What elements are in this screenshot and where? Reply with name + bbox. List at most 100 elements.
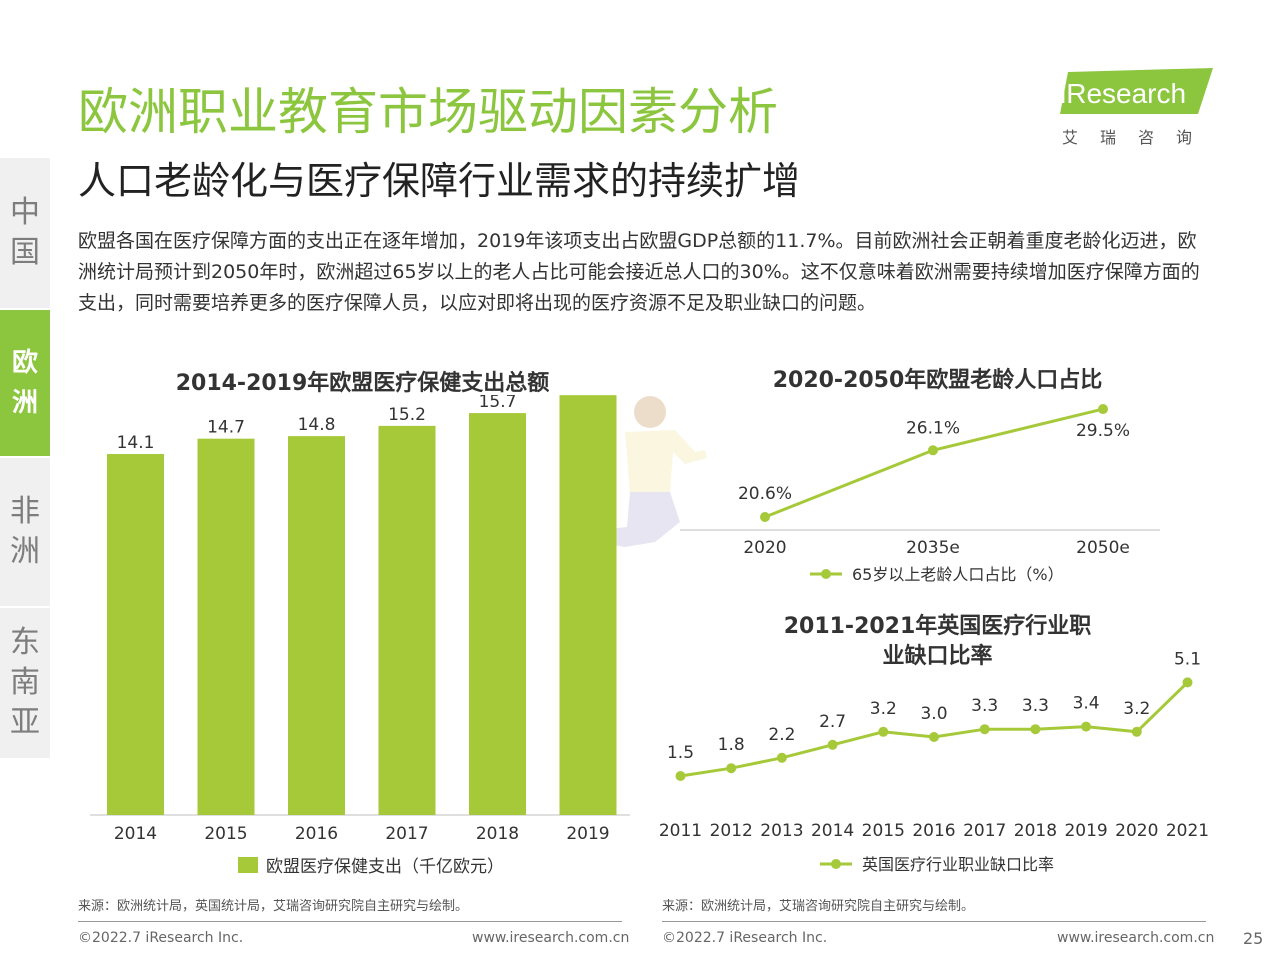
bar-legend-label: 欧盟医疗保健支出（千亿欧元） — [266, 857, 504, 877]
uk-value-label: 1.5 — [667, 743, 694, 763]
aging-chart-legend: 65岁以上老龄人口占比（%） — [810, 565, 1064, 584]
bar-category-label: 2014 — [114, 824, 157, 844]
bar-value-label: 14.7 — [207, 418, 245, 438]
aging-point — [760, 512, 770, 522]
bar-value-label: 15.2 — [388, 405, 426, 425]
bar-category-label: 2017 — [385, 824, 428, 844]
uk-legend-label: 英国医疗行业职业缺口比率 — [862, 855, 1054, 874]
nav-item-africa[interactable]: 非洲 — [0, 458, 50, 608]
uk-value-label: 3.3 — [1022, 696, 1049, 716]
aging-value-label: 20.6% — [738, 484, 792, 504]
bar-value-label: 15.7 — [479, 395, 517, 412]
source-note-right: 来源：欧洲统计局，艾瑞咨询研究院自主研究与绘制。 — [662, 899, 975, 914]
bar — [288, 436, 345, 815]
website-right[interactable]: www.iresearch.com.cn — [1057, 930, 1215, 946]
uk-value-label: 3.2 — [1123, 699, 1150, 719]
uk-point — [675, 771, 686, 781]
bar-category-label: 2019 — [566, 824, 609, 844]
uk-point — [726, 763, 737, 774]
uk-category-label: 2018 — [1014, 821, 1057, 841]
uk-value-label: 2.2 — [768, 725, 795, 745]
page-subtitle: 人口老龄化与医疗保障行业需求的持续扩增 — [78, 159, 801, 203]
nav-item-label: 中国 — [10, 195, 40, 270]
uk-gap-title-line-1: 2011-2021年英国医疗行业职 — [783, 614, 1092, 639]
bar-value-label: 14.1 — [117, 433, 155, 453]
uk-point — [1030, 724, 1041, 735]
aging-category-label: 2050e — [1076, 538, 1130, 558]
uk-gap-title-line-2: 业缺口比率 — [882, 644, 993, 669]
aging-category-label: 2020 — [743, 538, 786, 558]
bar-chart-title: 2014-2019年欧盟医疗保健支出总额 — [175, 371, 550, 396]
uk-category-label: 2011 — [659, 821, 702, 841]
uk-point — [929, 732, 939, 742]
uk-category-label: 2015 — [862, 821, 905, 841]
bar-chart: 14.1 2014 14.7 2015 14.8 2016 15.2 2017 15.7 2018… — [90, 395, 630, 877]
uk-legend-marker — [831, 859, 841, 869]
uk-point — [878, 726, 889, 737]
aging-chart-title: 2020-2050年欧盟老龄人口占比 — [772, 368, 1103, 393]
uk-category-label: 2021 — [1166, 821, 1209, 841]
bar-category-label: 2015 — [204, 824, 247, 844]
uk-value-label: 3.4 — [1073, 694, 1100, 714]
uk-point — [1131, 726, 1142, 737]
bar-category-label: 2018 — [476, 824, 519, 844]
uk-value-label: 2.7 — [819, 712, 846, 732]
footer-divider-left — [78, 921, 622, 922]
source-note-left: 来源：欧洲统计局，英国统计局，艾瑞咨询研究院自主研究与绘制。 — [78, 899, 469, 914]
copyright-right: ©2022.7 iResearch Inc. — [662, 930, 828, 946]
nav-item-label: 东南亚 — [10, 625, 40, 740]
bar — [107, 454, 164, 815]
page-title: 欧洲职业教育市场驱动因素分析 — [78, 83, 778, 141]
uk-value-label: 3.2 — [870, 699, 897, 719]
uk-category-label: 2016 — [912, 821, 955, 841]
uk-point — [1182, 677, 1193, 688]
aging-point — [1098, 404, 1108, 415]
nav-item-southeast-asia[interactable]: 东南亚 — [0, 608, 50, 760]
uk-category-label: 2012 — [710, 821, 753, 841]
description-text: 欧盟各国在医疗保障方面的支出正在逐年增加，2019年该项支出占欧盟GDP总额的1… — [78, 230, 1200, 314]
bar — [469, 413, 526, 815]
logo-subtitle: 艾瑞咨询 — [1062, 128, 1215, 147]
nav-item-europe[interactable]: 欧洲 — [0, 310, 50, 458]
footer-divider-right — [662, 921, 1206, 922]
uk-gap-chart-title: 2011-2021年英国医疗行业职 业缺口比率 — [700, 612, 1175, 672]
aging-legend-label: 65岁以上老龄人口占比（%） — [852, 565, 1064, 584]
uk-category-label: 2020 — [1115, 821, 1158, 841]
website-left[interactable]: www.iresearch.com.cn — [472, 930, 630, 946]
uk-point — [1081, 721, 1092, 732]
bar — [378, 425, 436, 815]
logo-text: iResearch — [1060, 78, 1187, 109]
nav-item-label: 欧洲 — [11, 348, 38, 418]
bar — [559, 395, 617, 815]
aging-value-label: 26.1% — [906, 418, 960, 438]
aging-category-label: 2035e — [906, 538, 960, 558]
aging-legend-marker — [821, 569, 831, 579]
bar-category-label: 2016 — [295, 824, 338, 844]
bar — [197, 438, 255, 815]
copyright-left: ©2022.7 iResearch Inc. — [78, 930, 244, 946]
uk-gap-line-chart: 1.5 2011 1.8 2012 2.2 2013 2.7 2014 3.2 2015 3.0 20… — [659, 649, 1209, 874]
uk-point — [776, 752, 787, 763]
aging-point — [928, 445, 938, 456]
page-number: 25 — [1243, 929, 1264, 948]
uk-category-label: 2014 — [811, 821, 854, 841]
uk-point — [827, 739, 838, 750]
uk-category-label: 2013 — [760, 821, 803, 841]
uk-value-label: 1.8 — [718, 735, 745, 755]
nav-item-china[interactable]: 中国 — [0, 158, 50, 310]
aging-value-label: 29.5% — [1076, 421, 1130, 441]
uk-value-label: 3.3 — [971, 696, 998, 716]
bar-legend-swatch — [238, 857, 258, 873]
uk-point — [979, 724, 990, 735]
uk-series-line — [680, 681, 1189, 778]
aging-line-chart: 20.6% 2020 26.1% 2035e 29.5% 2050e 65岁以上老龄人口占… — [680, 404, 1160, 584]
uk-chart-legend: 英国医疗行业职业缺口比率 — [820, 855, 1054, 874]
uk-category-label: 2019 — [1064, 821, 1107, 841]
bar-chart-legend: 欧盟医疗保健支出（千亿欧元） — [238, 857, 504, 877]
nav-item-label: 非洲 — [10, 494, 40, 569]
uk-category-label: 2017 — [963, 821, 1006, 841]
uk-value-label: 3.0 — [920, 704, 947, 724]
bar-value-label: 14.8 — [298, 415, 336, 435]
iresearch-logo — [1060, 68, 1213, 114]
uk-value-label: 5.1 — [1174, 649, 1201, 669]
